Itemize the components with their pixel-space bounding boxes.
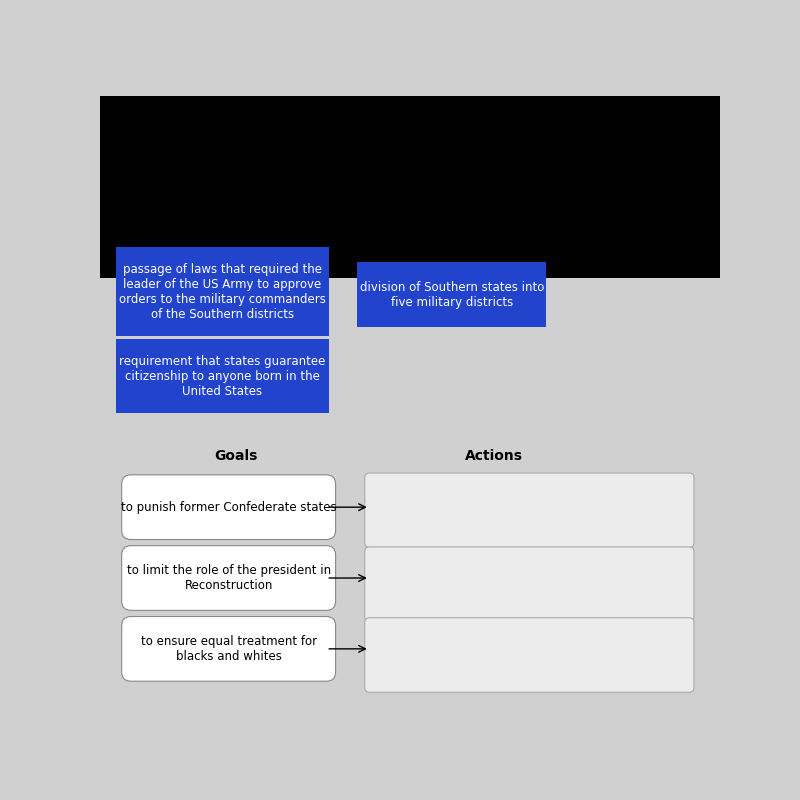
Text: division of Southern states into
five military districts: division of Southern states into five mi… [360,281,544,309]
Text: Actions: Actions [465,450,522,463]
FancyBboxPatch shape [358,262,546,327]
FancyBboxPatch shape [115,247,330,336]
Text: requirement that states guarantee
citizenship to anyone born in the
United State: requirement that states guarantee citize… [119,354,326,398]
Text: to punish former Confederate states: to punish former Confederate states [121,501,337,514]
FancyBboxPatch shape [122,475,336,539]
FancyBboxPatch shape [122,546,336,610]
Text: passage of laws that required the
leader of the US Army to approve
orders to the: passage of laws that required the leader… [119,262,326,321]
FancyBboxPatch shape [122,617,336,682]
Text: to ensure equal treatment for
blacks and whites: to ensure equal treatment for blacks and… [141,635,317,663]
Text: to limit the role of the president in
Reconstruction: to limit the role of the president in Re… [126,564,330,592]
Text: Goals: Goals [214,450,258,463]
FancyBboxPatch shape [100,278,720,712]
FancyBboxPatch shape [365,473,694,547]
FancyBboxPatch shape [365,618,694,692]
FancyBboxPatch shape [365,547,694,622]
FancyBboxPatch shape [100,96,720,278]
FancyBboxPatch shape [115,339,330,414]
